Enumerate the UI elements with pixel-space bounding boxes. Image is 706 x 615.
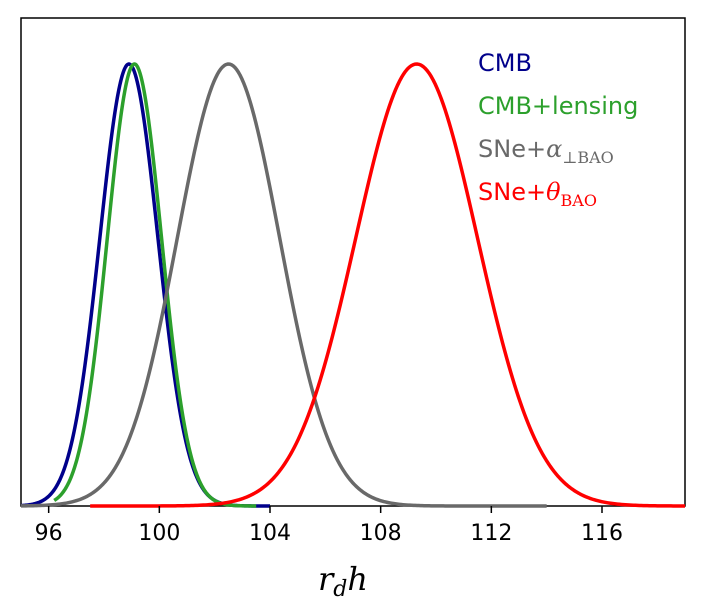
legend-subscript: ⊥BAO	[562, 148, 613, 167]
x-tick-label: 116	[581, 521, 623, 546]
x-axis-label: rdh	[318, 560, 368, 602]
legend-entry-1: CMB+lensing	[478, 92, 638, 120]
x-tick-label: 96	[35, 521, 63, 546]
legend-greek: α	[546, 135, 562, 163]
legend-entry-2: SNe+α⊥BAO	[478, 135, 614, 167]
legend-entry-0: CMB	[478, 49, 532, 77]
x-tick-label: 100	[138, 521, 180, 546]
series-line-0	[20, 62, 271, 508]
series-line-1	[53, 62, 258, 508]
series-line-3	[90, 62, 685, 508]
plot-frame	[20, 17, 686, 507]
legend-label: SNe+	[478, 135, 546, 163]
legend-label: CMB+lensing	[478, 92, 638, 120]
legend-label: SNe+	[478, 178, 546, 206]
x-tick-label: 108	[360, 521, 402, 546]
curves-group	[20, 62, 685, 508]
legend-label: CMB	[478, 49, 532, 77]
legend-entry-3: SNe+θBAO	[478, 178, 597, 210]
series-line-2	[20, 62, 547, 508]
legend-subscript: BAO	[561, 191, 597, 210]
x-tick-label: 112	[470, 521, 512, 546]
x-ticks-group: 96 100 104 108 112 116	[35, 506, 623, 546]
x-tick-label: 104	[249, 521, 291, 546]
legend-greek: θ	[546, 178, 561, 206]
